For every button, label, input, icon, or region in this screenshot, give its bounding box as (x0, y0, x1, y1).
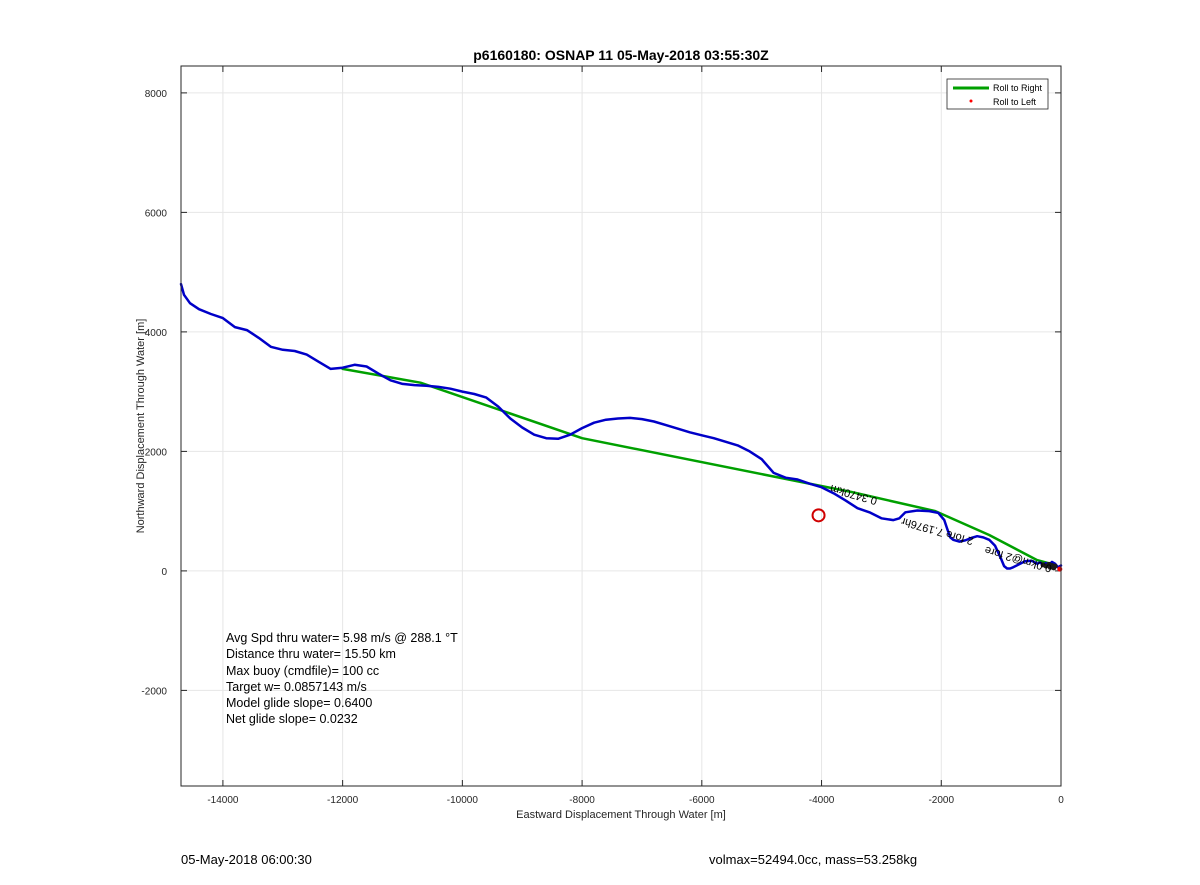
y-tick-label: 2000 (145, 447, 168, 458)
chart-title: p6160180: OSNAP 11 05-May-2018 03:55:30Z (473, 47, 769, 63)
footer-timestamp: 05-May-2018 06:00:30 (181, 852, 312, 867)
x-tick-label: -12000 (327, 795, 359, 806)
stats-block: Avg Spd thru water= 5.98 m/s @ 288.1 °T … (226, 630, 458, 728)
legend-box (946, 78, 1049, 110)
target-circle-marker (811, 508, 826, 523)
legend-marker-roll-left (969, 99, 973, 103)
stat-net-glide: Net glide slope= 0.0232 (226, 712, 358, 727)
series-line-1 (179, 282, 1063, 570)
cluster-point (1052, 563, 1058, 569)
y-tick-label: 8000 (145, 89, 168, 100)
legend: Roll to Right Roll to Left (946, 78, 1049, 110)
legend-label-roll-right: Roll to Right (993, 83, 1043, 93)
y-tick-label: 4000 (145, 328, 168, 339)
x-tick-label: -2000 (928, 795, 954, 806)
y-tick-label: -2000 (141, 686, 167, 697)
plot-frame (180, 65, 1062, 787)
series-line-0 (341, 367, 1057, 567)
stat-model-glide: Model glide slope= 0.6400 (226, 696, 373, 711)
x-tick-label: -6000 (689, 795, 715, 806)
plot-background (181, 66, 1061, 786)
stat-max-buoy: Max buoy (cmdfile)= 100 cc (226, 663, 380, 678)
stat-avg-speed: Avg Spd thru water= 5.98 m/s @ 288.1 °T (226, 631, 458, 645)
legend-label-roll-left: Roll to Left (993, 97, 1037, 107)
x-tick-label: -10000 (447, 795, 479, 806)
y-tick-label: 0 (161, 567, 167, 578)
stat-distance: Distance thru water= 15.50 km (226, 647, 396, 662)
x-tick-label: 0 (1058, 795, 1064, 806)
stat-target-w: Target w= 0.0857143 m/s (226, 679, 367, 694)
footer-volmax-mass: volmax=52494.0cc, mass=53.258kg (709, 852, 918, 867)
axis-ticks: -14000 -12000 -10000 -8000 -6000 -4000 -2000 0 -… (141, 66, 1064, 806)
x-axis-label: Eastward Displacement Through Water [m] (516, 809, 726, 821)
x-tick-label: -8000 (569, 795, 595, 806)
x-tick-label: -4000 (809, 795, 835, 806)
roll-left-point (1057, 566, 1063, 572)
x-tick-label: -14000 (207, 795, 239, 806)
end-cluster (1040, 561, 1058, 571)
y-tick-label: 6000 (145, 208, 168, 219)
y-axis-label: Northward Displacement Through Water [m] (135, 319, 147, 534)
